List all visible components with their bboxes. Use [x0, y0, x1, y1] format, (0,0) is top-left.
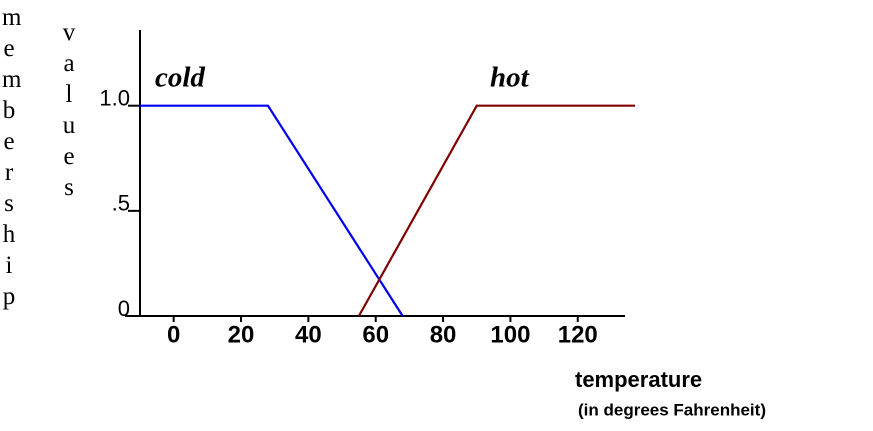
- y-tick-label: .5: [112, 191, 130, 216]
- x-tick-label: 100: [490, 321, 530, 348]
- y-tick-label: 1.0: [99, 86, 130, 111]
- x-tick-label: 0: [167, 321, 180, 348]
- y-tick-label: 0: [118, 296, 130, 321]
- x-label-note: (in degrees Fahrenheit): [578, 400, 766, 419]
- annotation: cold: [155, 62, 205, 94]
- x-tick-label: 80: [430, 321, 457, 348]
- line: [357, 104, 635, 317]
- x-tick-label: 60: [362, 321, 389, 348]
- line: [140, 104, 404, 317]
- y-label: values: [62, 19, 76, 201]
- x-tick-label: 40: [295, 321, 322, 348]
- x-tick-label: 120: [558, 321, 598, 348]
- annotation: hot: [490, 62, 530, 94]
- y-label: membership: [2, 4, 22, 310]
- x-label: temperature: [575, 367, 702, 392]
- x-tick-label: 20: [228, 321, 255, 348]
